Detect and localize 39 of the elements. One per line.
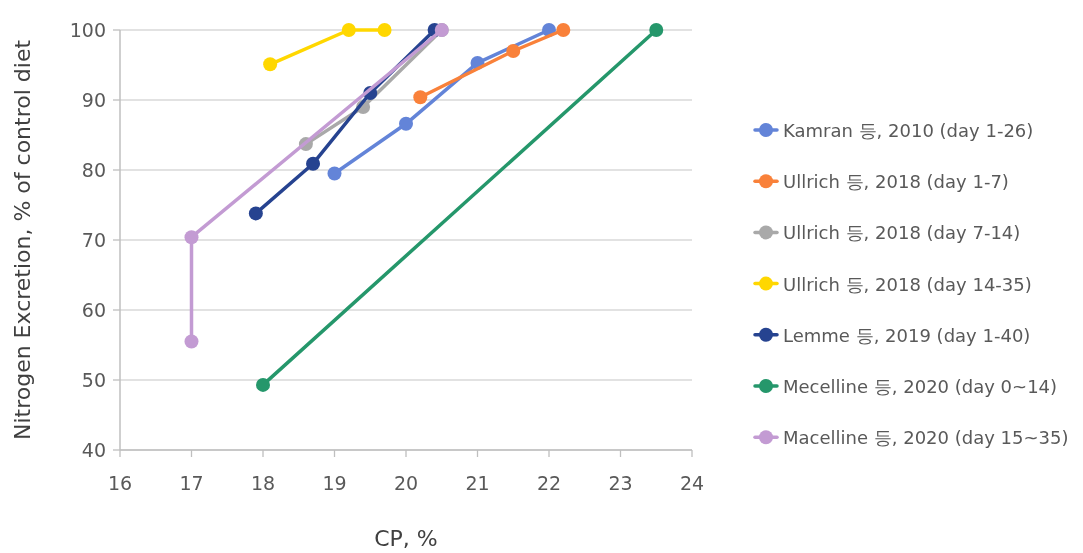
y-tick-label: 40: [81, 439, 106, 461]
legend-label: Ullrich 등, 2018 (day 7-14): [783, 222, 1021, 244]
x-axis-title: CP, %: [374, 526, 438, 551]
point: [248, 206, 263, 221]
x-tick-label: 16: [107, 472, 133, 494]
point: [306, 156, 321, 171]
x-tick-label: 19: [322, 472, 347, 494]
y-tick-label: 50: [81, 369, 106, 391]
legend-label: Ullrich 등, 2018 (day 1-7): [783, 171, 1009, 193]
point: [649, 23, 664, 37]
x-tick-label: 17: [179, 472, 204, 494]
y-axis-title: Nitrogen Excretion, % of control diet: [10, 39, 35, 441]
y-tick-label: 70: [81, 229, 106, 251]
point: [327, 166, 342, 181]
point: [184, 334, 199, 349]
point: [413, 90, 428, 105]
x-tick-label: 20: [393, 472, 419, 494]
y-tick-label: 100: [69, 19, 106, 41]
x-tick-label: 18: [250, 472, 276, 494]
point: [377, 23, 392, 37]
x-tick-label: 24: [679, 472, 705, 494]
x-tick-label: 21: [465, 472, 490, 494]
legend-label: Macelline 등, 2020 (day 15~35): [783, 427, 1069, 449]
point: [556, 23, 571, 37]
point: [506, 44, 521, 58]
y-tick-label: 60: [81, 299, 106, 321]
point: [184, 230, 199, 245]
point: [341, 23, 356, 37]
point: [256, 377, 270, 392]
x-tick-label: 23: [608, 472, 633, 494]
legend-label: Mecelline 등, 2020 (day 0~14): [783, 376, 1058, 397]
point: [399, 116, 413, 131]
legend-label: Lemme 등, 2019 (day 1-40): [783, 324, 1031, 346]
legend-label: Ullrich 등, 2018 (day 14-35): [783, 273, 1032, 295]
legend-label: Kamran 등, 2010 (day 1-26): [783, 120, 1034, 141]
point: [263, 57, 278, 72]
y-tick-label: 80: [81, 159, 106, 181]
x-tick-label: 22: [536, 472, 562, 494]
y-tick-label: 90: [81, 89, 106, 111]
